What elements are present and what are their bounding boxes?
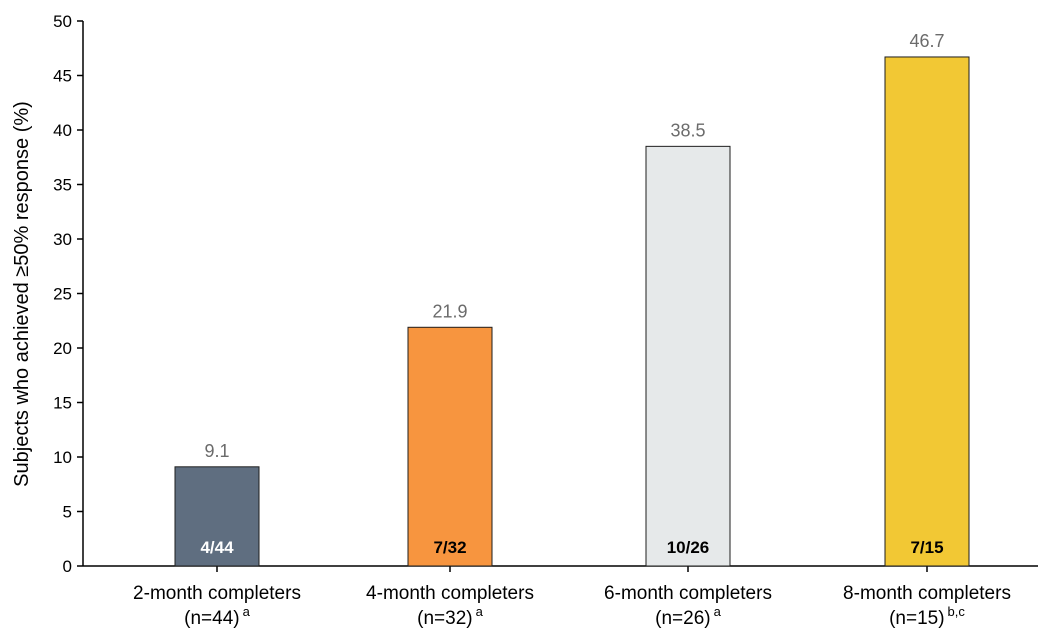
y-tick-label: 10 <box>53 448 72 467</box>
y-tick-label: 40 <box>53 121 72 140</box>
bar <box>407 326 493 567</box>
y-tick-label: 35 <box>53 176 72 195</box>
y-tick-label: 5 <box>63 503 72 522</box>
value-label: 9.1 <box>204 441 229 461</box>
footnote-marker: b,c <box>948 604 966 619</box>
bar-count-label: 7/15 <box>910 538 943 557</box>
footnote-marker: a <box>476 604 484 619</box>
x-category-label: 8-month completers <box>843 583 1011 604</box>
bar-count-label: 7/32 <box>433 538 466 557</box>
y-tick-label: 50 <box>53 12 72 31</box>
y-tick-label: 20 <box>53 339 72 358</box>
x-category-sample-size: (n=26) a <box>655 604 721 629</box>
footnote-marker: a <box>714 604 722 619</box>
bar <box>645 145 731 567</box>
x-category-sample-size: (n=32) a <box>417 604 483 629</box>
bar-count-label: 4/44 <box>200 538 234 557</box>
footnote-marker: a <box>243 604 251 619</box>
bar-count-label: 10/26 <box>667 538 710 557</box>
y-tick-label: 45 <box>53 67 72 86</box>
y-tick-label: 25 <box>53 285 72 304</box>
value-label: 46.7 <box>909 31 944 51</box>
y-tick-label: 30 <box>53 230 72 249</box>
x-category-label: 4-month completers <box>366 583 534 604</box>
value-label: 21.9 <box>432 301 467 321</box>
y-tick-label: 15 <box>53 394 72 413</box>
x-category-sample-size: (n=15) b,c <box>889 604 965 629</box>
x-category-sample-size: (n=44) a <box>184 604 250 629</box>
x-category-label: 6-month completers <box>604 583 772 604</box>
y-tick-label: 0 <box>63 557 72 576</box>
bars <box>174 56 970 567</box>
value-label: 38.5 <box>670 120 705 140</box>
x-category-label: 2-month completers <box>133 583 301 604</box>
bar <box>174 466 260 567</box>
labels: 9.1 4/44 2-month completers(n=44) a 21.9 7/32… <box>133 31 1011 629</box>
bar <box>884 56 970 567</box>
y-axis-title: Subjects who achieved ≥50% response (%) <box>11 101 33 487</box>
